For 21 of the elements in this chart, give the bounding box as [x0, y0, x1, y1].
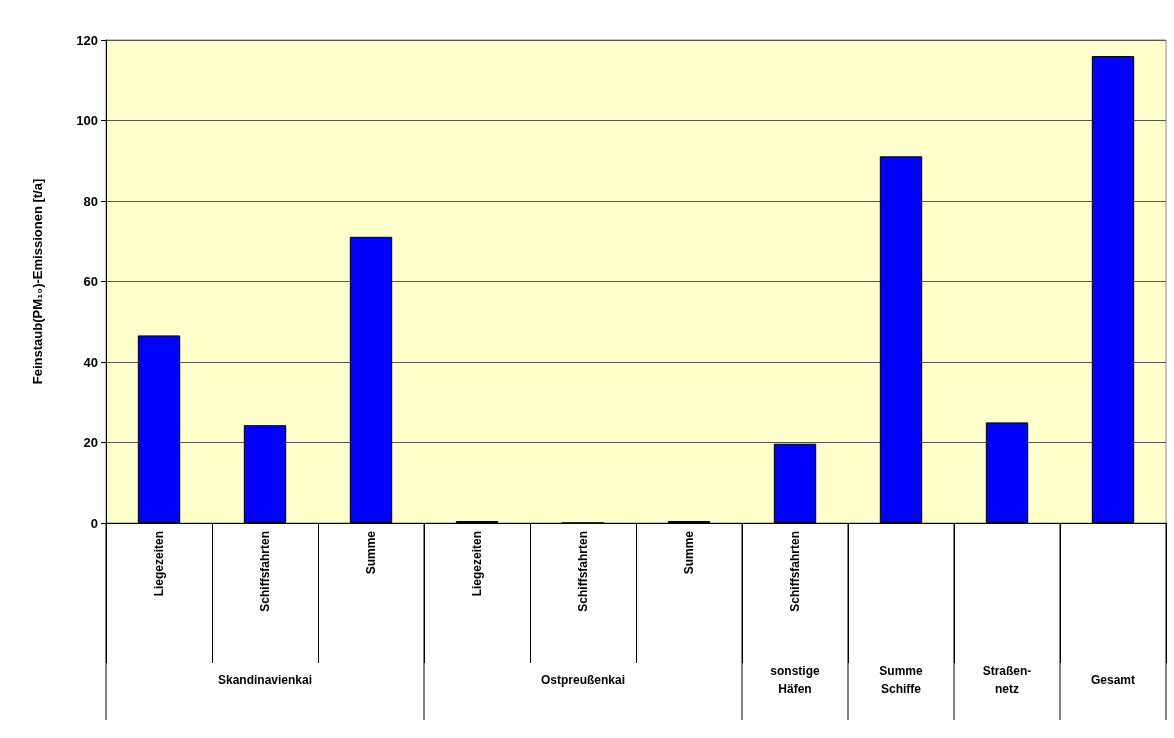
x-tick-label: Summe [364, 530, 378, 575]
y-tick-label: 60 [83, 274, 98, 289]
y-tick-label: 0 [90, 515, 98, 531]
x-tick-label: Summe [682, 530, 696, 575]
text: Straßen- netz [982, 664, 1032, 696]
y-axis-title: Feinstaub(PM₁₀)-Emissionen [t/a] [30, 178, 45, 385]
text: Ostpreußenkai [540, 673, 626, 687]
y-tick-label: 40 [83, 354, 98, 370]
text: Skandinavienkai [217, 673, 313, 687]
y-tick-label: 120 [76, 32, 98, 48]
x-tick-label: Schiffsfahrten [258, 531, 272, 612]
x-tick-label: Liegezeiten [152, 531, 166, 597]
x-tick-label: Schiffsfahrten [788, 531, 802, 612]
x-tick-label: Liegezeiten [470, 531, 484, 597]
text: sonstige Häfen [770, 664, 820, 696]
y-tick-label: 80 [83, 193, 98, 209]
y-tick-label: 100 [76, 113, 98, 128]
y-tick-label: 20 [83, 435, 98, 450]
text: Summe Schiffe [879, 664, 923, 696]
text: Gesamt [1090, 673, 1136, 687]
x-tick-label: Schiffsfahrten [576, 531, 590, 612]
